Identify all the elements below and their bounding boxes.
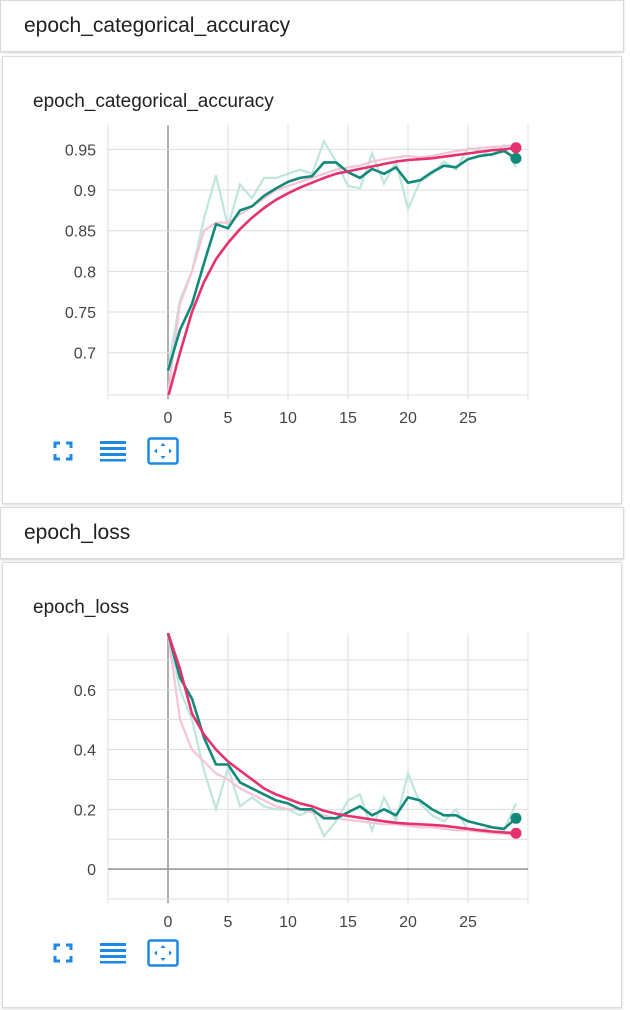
fullscreen-button[interactable] — [47, 437, 79, 465]
section-header-loss[interactable]: epoch_loss — [0, 507, 624, 559]
series-0-end-point — [510, 152, 522, 164]
y-tick-label: 0.2 — [74, 802, 96, 819]
toggle-log-scale-button[interactable] — [97, 437, 129, 465]
series-0-smoothed-line — [166, 633, 517, 831]
section-title: epoch_categorical_accuracy — [24, 14, 291, 37]
series-1-end-point — [510, 827, 522, 839]
chart-toolbar — [47, 437, 179, 465]
series-0-end-point — [510, 812, 522, 824]
chart-title: epoch_categorical_accuracy — [33, 91, 274, 112]
series-group — [166, 633, 518, 839]
chart-card-loss: epoch_loss 0 5 10 15 20 25 0 0.2 0.4 0.6 — [2, 562, 622, 1008]
series-1-raw-line — [166, 633, 517, 836]
series-1-smoothed-line — [167, 146, 517, 395]
series-1-end-point — [510, 142, 522, 154]
fit-domain-icon — [147, 939, 179, 967]
chart-title: epoch_loss — [33, 597, 130, 618]
series-group — [166, 138, 517, 395]
fullscreen-button[interactable] — [47, 939, 79, 967]
x-tick-label: 25 — [459, 914, 477, 931]
toggle-log-scale-icon — [100, 943, 126, 964]
y-tick-label: 0.7 — [74, 346, 96, 363]
y-tick-label: 0.4 — [74, 743, 96, 760]
series-0-raw-line — [166, 138, 517, 371]
toggle-log-scale-icon — [100, 441, 126, 462]
x-tick-label: 15 — [339, 914, 357, 931]
x-tick-label: 25 — [459, 410, 477, 427]
chart-toolbar — [47, 939, 179, 967]
y-tick-label: 0 — [87, 862, 96, 879]
y-tick-label: 0.75 — [65, 305, 96, 322]
fullscreen-icon — [53, 441, 73, 461]
x-tick-label: 0 — [164, 410, 173, 427]
x-tick-label: 15 — [339, 410, 357, 427]
y-tick-label: 0.8 — [74, 264, 96, 281]
y-tick-label: 0.85 — [65, 224, 96, 241]
section-title: epoch_loss — [24, 521, 131, 544]
x-tick-label: 10 — [279, 914, 297, 931]
loss-chart[interactable]: 0 5 10 15 20 25 0 0.2 0.4 0.6 — [3, 563, 623, 1009]
x-tick-label: 0 — [164, 914, 173, 931]
series-1-raw-line — [166, 144, 517, 394]
toggle-log-scale-button[interactable] — [97, 939, 129, 967]
y-tick-label: 0.6 — [74, 683, 96, 700]
x-tick-label: 20 — [399, 914, 417, 931]
fullscreen-icon — [53, 943, 73, 963]
chart-card-accuracy: epoch_categorical_accuracy 0 5 10 15 20 25 0.7… — [2, 56, 622, 504]
series-1-smoothed-line — [166, 633, 517, 835]
x-tick-label: 5 — [224, 914, 233, 931]
x-tick-label: 5 — [224, 410, 233, 427]
y-tick-label: 0.9 — [74, 183, 96, 200]
fit-domain-button[interactable] — [147, 437, 179, 465]
y-tick-label: 0.95 — [65, 142, 96, 159]
section-header-accuracy[interactable]: epoch_categorical_accuracy — [0, 0, 624, 52]
x-tick-label: 10 — [279, 410, 297, 427]
series-0-smoothed-line — [166, 149, 517, 371]
fit-domain-icon — [147, 437, 179, 465]
accuracy-chart[interactable]: 0 5 10 15 20 25 0.7 0.75 0.8 0.85 0.9 0.95 — [3, 57, 623, 505]
x-tick-label: 20 — [399, 410, 417, 427]
series-0-raw-line — [166, 633, 518, 839]
fit-domain-button[interactable] — [147, 939, 179, 967]
